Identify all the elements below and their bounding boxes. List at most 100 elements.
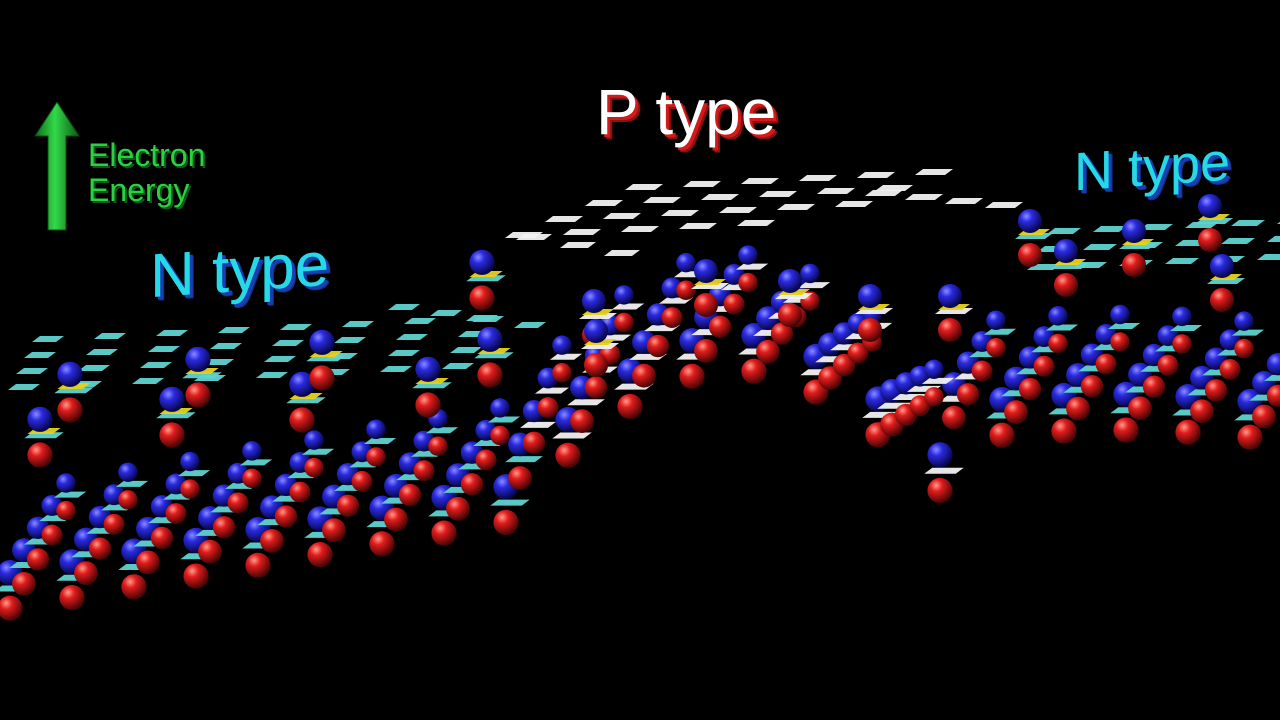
atom-sphere	[1066, 396, 1090, 421]
atom-sphere	[676, 280, 696, 300]
electron-sphere	[469, 249, 495, 275]
atom-sphere	[723, 293, 745, 315]
atom-sphere	[1080, 375, 1104, 398]
p-state-plate	[915, 169, 953, 175]
atom-sphere	[1175, 419, 1201, 445]
atom-sphere	[989, 422, 1015, 448]
n-state-plate	[8, 384, 40, 390]
atom-sphere	[26, 548, 50, 571]
p-state-plate	[741, 178, 779, 184]
atom-sphere	[1252, 404, 1276, 429]
atom-sphere	[446, 496, 470, 521]
atom-sphere	[756, 339, 780, 364]
atom-sphere	[971, 360, 993, 382]
atom-sphere	[12, 571, 36, 596]
atom-sphere	[118, 490, 138, 510]
atom-sphere	[738, 272, 758, 293]
atom-sphere	[1219, 358, 1241, 380]
atom-sphere	[369, 531, 395, 557]
lattice-layer	[0, 169, 1280, 621]
atom-sphere	[1018, 377, 1042, 401]
atom-sphere	[41, 524, 63, 546]
electron-sphere	[1172, 306, 1192, 327]
electron-sphere	[415, 356, 441, 382]
n-state-plate	[272, 340, 304, 346]
atom-sphere	[366, 447, 386, 467]
electron-sphere	[1198, 194, 1222, 218]
electron-sphere	[27, 406, 53, 432]
electron-sphere	[180, 451, 200, 472]
electron-sphere	[694, 259, 718, 283]
band-plate	[505, 456, 543, 463]
n-state-plate	[388, 304, 420, 310]
atom-sphere	[1266, 384, 1280, 407]
atom-sphere	[938, 318, 962, 342]
band-plate	[177, 470, 211, 477]
atom-sphere	[304, 457, 324, 478]
atom-sphere	[59, 584, 85, 611]
band-plate	[1045, 324, 1079, 331]
n-type-left-label: N type	[150, 229, 330, 312]
electron-sphere	[584, 319, 608, 343]
electron-sphere	[366, 419, 386, 440]
band-plate	[1264, 374, 1280, 381]
electron-sphere	[800, 263, 820, 284]
n-state-plate	[280, 324, 312, 330]
electron-sphere	[582, 289, 606, 313]
atom-sphere	[537, 397, 559, 419]
atom-sphere	[614, 312, 634, 333]
electron-sphere	[552, 335, 572, 355]
p-state-plate	[625, 184, 663, 190]
atom-sphere	[778, 303, 802, 327]
p-state-plate	[604, 250, 640, 256]
band-plate	[797, 282, 831, 289]
atom-sphere	[584, 353, 608, 377]
atom-sphere	[88, 537, 112, 560]
p-state-plate	[585, 200, 623, 206]
n-state-plate	[1093, 226, 1127, 232]
p-type-label: P type	[596, 76, 777, 148]
p-state-plate	[835, 201, 873, 207]
atom-sphere	[475, 449, 497, 471]
atom-sphere	[384, 507, 408, 532]
n-state-plate	[430, 310, 462, 316]
electron-sphere	[490, 398, 510, 418]
atom-sphere	[508, 466, 532, 490]
atom-sphere	[1142, 375, 1166, 398]
atom-sphere	[924, 387, 944, 407]
atom-sphere	[183, 563, 209, 589]
n-type-right-label: N type	[1074, 131, 1231, 203]
n-state-plate	[32, 336, 64, 342]
p-state-plate	[777, 204, 815, 210]
electron-sphere	[309, 329, 335, 355]
p-state-plate	[661, 210, 699, 216]
atom-sphere	[555, 442, 581, 468]
atom-sphere	[121, 574, 147, 600]
n-state-plate	[24, 352, 56, 358]
atom-sphere	[1018, 243, 1042, 267]
p-state-plate	[563, 229, 601, 235]
n-state-plate	[380, 366, 412, 372]
p-state-plate	[759, 191, 797, 197]
atom-sphere	[1157, 354, 1179, 376]
axis-label-line2: Energy	[88, 172, 190, 209]
atom-sphere	[570, 409, 594, 433]
atom-sphere	[1210, 288, 1234, 312]
atom-sphere	[1095, 353, 1117, 375]
band-plate	[490, 499, 530, 506]
atom-sphere	[57, 397, 83, 423]
n-state-plate	[442, 363, 474, 369]
p-state-plate	[560, 242, 596, 248]
band-plate	[53, 491, 87, 498]
atom-sphere	[956, 383, 980, 406]
n-state-plate	[450, 347, 482, 353]
atom-sphere	[1190, 399, 1214, 424]
atom-sphere	[632, 363, 656, 388]
n-state-plate	[342, 321, 374, 327]
n-state-plate	[1267, 236, 1280, 242]
p-state-plate	[683, 181, 721, 187]
electron-sphere	[927, 442, 953, 468]
atom-sphere	[413, 460, 435, 482]
atom-sphere	[1128, 396, 1152, 421]
up-arrow-icon	[34, 102, 80, 231]
